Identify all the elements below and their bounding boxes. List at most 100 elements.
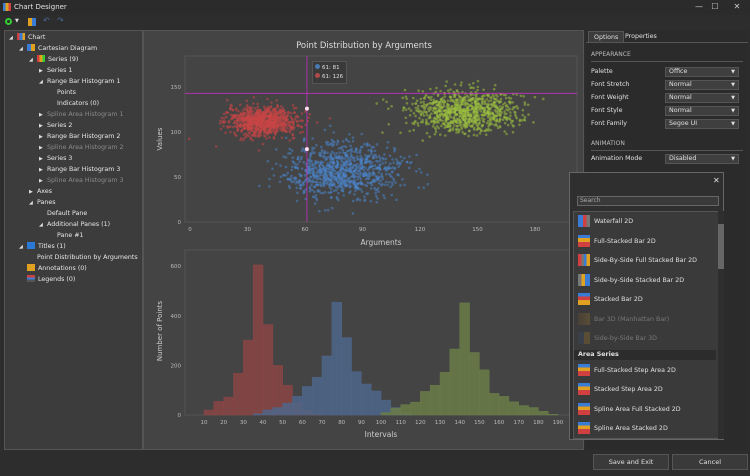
scatter-point: [241, 138, 245, 142]
series-type-item[interactable]: Full-Stacked Step Area 2D: [578, 361, 676, 380]
redo-icon[interactable]: ↷: [57, 16, 64, 25]
scatter-point: [479, 109, 483, 113]
scatter-point: [523, 103, 527, 106]
minimize-button[interactable]: —: [695, 2, 703, 11]
tree-item[interactable]: Pane #1: [49, 230, 84, 241]
tree-item[interactable]: Legends (0): [19, 274, 75, 285]
tab-options[interactable]: Options: [588, 31, 625, 42]
series-type-item[interactable]: Spline Area Stacked 2D: [578, 419, 668, 438]
maximize-button[interactable]: ☐: [711, 2, 719, 11]
series-type-list[interactable]: Waterfall 2D Full-Stacked Bar 2D Side-By-S…: [573, 211, 721, 439]
tree-item[interactable]: Points: [49, 87, 76, 98]
close-button[interactable]: ✕: [733, 2, 741, 11]
tree-item[interactable]: ◢ Chart: [9, 32, 45, 43]
series-type-item[interactable]: Side-By-Side Full Stacked Bar 2D: [578, 251, 697, 270]
tree-item[interactable]: ▶ Range Bar Histogram 2: [39, 131, 120, 142]
tree-item[interactable]: ◢ Range Bar Histogram 1: [39, 76, 120, 87]
animation-mode-select[interactable]: Disabled ▼: [665, 154, 739, 164]
area-series-icon: [578, 422, 590, 434]
expanded-arrow-icon[interactable]: ◢: [9, 35, 13, 41]
tree-item[interactable]: ◢ Panes: [29, 197, 56, 208]
scatter-point: [229, 103, 233, 107]
option-select[interactable]: Normal ▼: [665, 93, 739, 103]
scatter-point: [509, 111, 512, 114]
expanded-arrow-icon[interactable]: ◢: [39, 79, 43, 85]
chart-elements-tree[interactable]: ◢ Chart ◢ Cartesian Diagram ◢ Series (9) ▶ Seri…: [4, 30, 143, 450]
tree-item[interactable]: ▶ Series 3: [39, 153, 72, 164]
scatter-point: [263, 134, 266, 138]
scatter-point: [256, 105, 260, 109]
series-type-item[interactable]: Full-Stacked Bar 2D: [578, 232, 656, 251]
scrollbar-thumb[interactable]: [718, 224, 724, 269]
collapsed-arrow-icon[interactable]: ▶: [39, 68, 43, 74]
collapsed-arrow-icon[interactable]: ▶: [39, 178, 43, 184]
scatter-point: [359, 171, 363, 175]
tree-item[interactable]: ▶ Range Bar Histogram 3: [39, 164, 120, 175]
scatter-point: [429, 108, 432, 111]
scatter-point: [492, 97, 496, 101]
scatter-point: [354, 189, 357, 192]
tree-item[interactable]: ▶ Series 1: [39, 65, 72, 76]
collapsed-arrow-icon[interactable]: ▶: [39, 123, 43, 129]
chevron-down-icon[interactable]: ▼: [15, 18, 19, 24]
scatter-point: [336, 165, 339, 169]
collapsed-arrow-icon[interactable]: ▶: [39, 156, 43, 162]
series-type-item[interactable]: Spline Area Full Stacked 2D: [578, 400, 681, 419]
scrollbar[interactable]: [718, 211, 724, 439]
tree-item[interactable]: ◢ Cartesian Diagram: [19, 43, 97, 54]
scatter-point: [427, 122, 431, 126]
scatter-point: [383, 153, 386, 156]
tree-item[interactable]: Indicators (0): [49, 98, 99, 109]
series-type-item[interactable]: Stacked Step Area 2D: [578, 380, 663, 399]
tab-properties[interactable]: Properties: [625, 33, 657, 40]
scatter-point: [288, 123, 291, 127]
scatter-point: [426, 182, 430, 186]
scatter-point: [467, 114, 470, 117]
tree-item[interactable]: Annotations (0): [19, 263, 87, 274]
search-input[interactable]: Search: [577, 196, 719, 206]
expanded-arrow-icon[interactable]: ◢: [29, 200, 33, 206]
scatter-point: [280, 136, 284, 140]
series-type-item[interactable]: Waterfall 2D: [578, 212, 633, 231]
collapsed-arrow-icon[interactable]: ▶: [39, 167, 43, 173]
scatter-point: [350, 179, 353, 183]
cancel-button[interactable]: Cancel: [672, 454, 748, 470]
undo-icon[interactable]: ↶: [43, 16, 50, 25]
collapsed-arrow-icon[interactable]: ▶: [39, 145, 43, 151]
chart-wizard-icon[interactable]: [28, 18, 36, 26]
collapsed-arrow-icon[interactable]: ▶: [29, 189, 33, 195]
save-and-exit-button[interactable]: Save and Exit: [593, 454, 669, 470]
tree-item[interactable]: ◢ Additional Panes (1): [39, 219, 110, 230]
expanded-arrow-icon[interactable]: ◢: [29, 57, 33, 63]
series-type-item[interactable]: Side-by-Side Stacked Bar 2D: [578, 271, 684, 290]
chart-preview[interactable]: Point Distribution by Arguments 0 30 60 90 12…: [143, 30, 584, 450]
expanded-arrow-icon[interactable]: ◢: [19, 46, 23, 52]
expanded-arrow-icon[interactable]: ◢: [19, 244, 23, 250]
close-icon[interactable]: ✕: [713, 176, 720, 185]
tree-item[interactable]: ◢ Titles (1): [19, 241, 66, 252]
tree-item[interactable]: ▶ Spline Area Histogram 1: [39, 109, 124, 120]
add-icon[interactable]: [5, 18, 12, 25]
scatter-point: [386, 140, 390, 144]
collapsed-arrow-icon[interactable]: ▶: [39, 134, 43, 140]
option-select[interactable]: Office ▼: [665, 67, 739, 77]
tree-item[interactable]: Point Distribution by Arguments: [29, 252, 138, 263]
tree-item[interactable]: ▶ Spline Area Histogram 2: [39, 142, 124, 153]
option-select[interactable]: Normal ▼: [665, 106, 739, 116]
expanded-arrow-icon[interactable]: ◢: [39, 222, 43, 228]
scatter-point: [363, 195, 366, 198]
series-type-item[interactable]: Bar 3D (Manhattan Bar): [578, 310, 669, 329]
scatter-point: [324, 182, 327, 185]
tree-item[interactable]: ◢ Series (9): [29, 54, 78, 65]
option-select[interactable]: Segoe UI ▼: [665, 119, 739, 129]
tree-item[interactable]: Default Pane: [39, 208, 87, 219]
tree-item[interactable]: ▶ Spline Area Histogram 3: [39, 175, 124, 186]
series-type-icon: [578, 332, 590, 344]
tree-item[interactable]: ▶ Axes: [29, 186, 52, 197]
series-type-item[interactable]: Stacked Bar 2D: [578, 290, 643, 309]
tree-item[interactable]: ▶ Series 2: [39, 120, 72, 131]
scatter-point: [255, 124, 259, 127]
collapsed-arrow-icon[interactable]: ▶: [39, 112, 43, 118]
option-select[interactable]: Normal ▼: [665, 80, 739, 90]
series-type-item[interactable]: Side-by-Side Bar 3D: [578, 329, 657, 348]
